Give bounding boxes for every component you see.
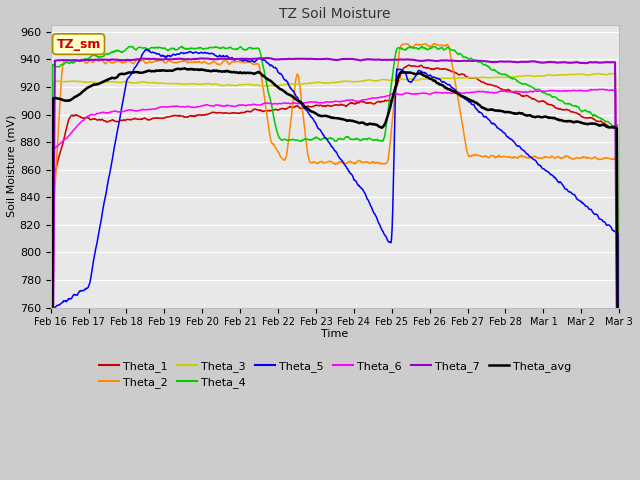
Y-axis label: Soil Moisture (mV): Soil Moisture (mV)	[7, 115, 17, 217]
Theta_2	[283, 152, 291, 158]
Theta_5	[596, 216, 604, 222]
Theta_3	[152, 80, 160, 86]
Theta_avg	[152, 68, 160, 73]
Theta_4	[178, 43, 186, 49]
Theta_2	[431, 40, 438, 46]
Theta_avg	[596, 123, 604, 129]
Line: Theta_5: Theta_5	[51, 49, 619, 480]
Theta_5	[284, 79, 291, 85]
Line: Theta_7: Theta_7	[51, 58, 619, 480]
Theta_1	[596, 119, 604, 124]
Line: Theta_avg: Theta_avg	[51, 68, 619, 480]
Legend: Theta_1, Theta_2, Theta_3, Theta_4, Theta_5, Theta_6, Theta_7, Theta_avg: Theta_1, Theta_2, Theta_3, Theta_4, Thet…	[94, 356, 576, 393]
Theta_2	[74, 58, 82, 63]
Theta_6	[587, 87, 595, 93]
Theta_4	[152, 44, 160, 50]
Theta_1	[382, 97, 390, 103]
Theta_6	[74, 122, 82, 128]
Theta_1	[74, 113, 82, 119]
Theta_1	[588, 115, 595, 120]
Theta_5	[142, 47, 150, 52]
Theta_5	[74, 291, 82, 297]
Theta_3	[596, 71, 604, 76]
Theta_7	[382, 57, 390, 63]
Theta_4	[588, 111, 595, 117]
Theta_7	[588, 60, 595, 65]
Theta_avg	[382, 118, 390, 123]
Theta_4	[382, 122, 390, 128]
Theta_1	[406, 62, 413, 68]
Theta_5	[588, 207, 595, 213]
Theta_2	[596, 156, 604, 162]
Text: TZ_sm: TZ_sm	[56, 37, 100, 50]
Theta_6	[596, 86, 604, 92]
Line: Theta_4: Theta_4	[51, 46, 619, 480]
Theta_2	[382, 160, 390, 166]
Theta_6	[382, 93, 390, 99]
Theta_avg	[284, 91, 291, 96]
Theta_7	[596, 60, 604, 65]
Theta_3	[283, 82, 291, 87]
Theta_4	[74, 58, 82, 63]
Theta_6	[599, 86, 607, 92]
Theta_2	[152, 58, 160, 64]
Theta_avg	[181, 65, 189, 71]
Theta_avg	[74, 92, 82, 98]
Line: Theta_1: Theta_1	[51, 65, 619, 480]
Theta_4	[596, 115, 604, 120]
Theta_7	[284, 56, 291, 62]
Title: TZ Soil Moisture: TZ Soil Moisture	[279, 7, 390, 21]
Line: Theta_3: Theta_3	[51, 73, 619, 480]
Theta_1	[152, 116, 160, 121]
Theta_2	[588, 156, 595, 161]
Line: Theta_2: Theta_2	[51, 43, 619, 480]
Theta_3	[382, 77, 390, 83]
Theta_7	[74, 58, 82, 63]
Theta_avg	[588, 120, 595, 126]
Line: Theta_6: Theta_6	[51, 89, 619, 480]
Theta_1	[283, 106, 291, 111]
Theta_7	[263, 55, 271, 61]
Theta_3	[74, 79, 82, 84]
Theta_3	[611, 71, 618, 76]
Theta_5	[382, 234, 390, 240]
Theta_7	[152, 56, 160, 62]
Theta_6	[283, 100, 291, 106]
Theta_3	[587, 72, 595, 78]
Theta_5	[153, 51, 161, 57]
X-axis label: Time: Time	[321, 329, 349, 339]
Theta_6	[152, 106, 160, 112]
Theta_4	[284, 137, 291, 143]
